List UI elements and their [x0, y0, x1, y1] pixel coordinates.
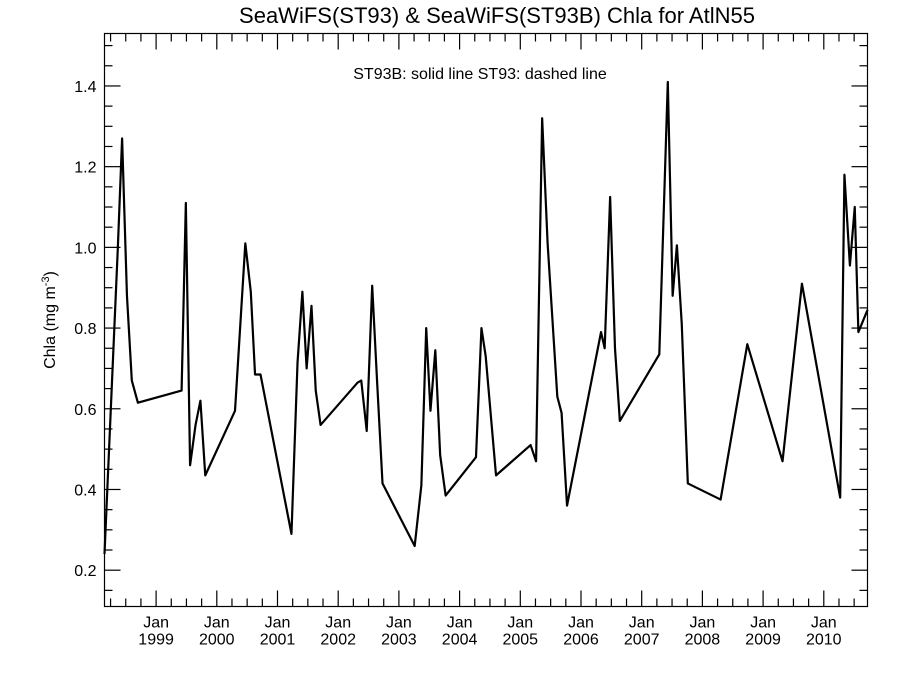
x-tick-label-month: Jan [325, 615, 351, 632]
y-tick-label: 0.8 [74, 321, 96, 338]
y-tick-label: 1.2 [74, 160, 96, 177]
x-tick-label-year: 2004 [442, 632, 478, 649]
y-axis-label-main: Chla (mg m [42, 286, 59, 369]
y-axis-label: Chla (mg m-3) [40, 271, 59, 369]
y-axis-label-close: ) [42, 271, 59, 276]
x-tick-label-year: 2005 [502, 632, 538, 649]
x-tick-label-month: Jan [447, 615, 473, 632]
x-tick-label-month: Jan [507, 615, 533, 632]
x-tick-label-month: Jan [568, 615, 594, 632]
y-tick-label: 1.0 [74, 240, 96, 257]
x-tick-label-month: Jan [386, 615, 412, 632]
x-tick-label-month: Jan [750, 615, 776, 632]
y-tick-label: 0.4 [74, 482, 96, 499]
y-axis-ticks: 0.2 0.4 0.6 0.8 1.0 1.2 1.4 [74, 45, 868, 591]
chart-title: SeaWiFS(ST93) & SeaWiFS(ST93B) Chla for … [239, 3, 755, 28]
x-tick-label-month: Jan [143, 615, 169, 632]
x-tick-label-year: 2010 [806, 632, 842, 649]
x-tick-label-month: Jan [629, 615, 655, 632]
x-tick-label-year: 2002 [320, 632, 356, 649]
x-tick-label-year: 2000 [199, 632, 235, 649]
x-tick-label-year: 1999 [138, 632, 174, 649]
line-style-annotation: ST93B: solid line ST93: dashed line [353, 66, 607, 83]
x-tick-label-year: 2006 [563, 632, 599, 649]
y-tick-label: 0.6 [74, 402, 96, 419]
x-tick-label-month: Jan [265, 615, 291, 632]
x-tick-label-year: 2008 [685, 632, 721, 649]
plot-frame [103, 32, 869, 608]
x-tick-label-year: 2007 [624, 632, 660, 649]
y-tick-label: 0.2 [74, 563, 96, 580]
x-tick-label-year: 2001 [260, 632, 296, 649]
series-line-solid [103, 80, 869, 555]
x-tick-label-year: 2003 [381, 632, 417, 649]
y-axis-label-superscript: -3 [40, 276, 52, 286]
x-tick-label-month: Jan [689, 615, 715, 632]
x-axis-ticks: Jan1999Jan2000Jan2001Jan2002Jan2003Jan20… [109, 33, 855, 649]
series-group [103, 80, 869, 555]
x-tick-label-year: 2009 [745, 632, 781, 649]
x-tick-label-month: Jan [204, 615, 230, 632]
x-tick-label-month: Jan [811, 615, 837, 632]
y-tick-label: 1.4 [74, 79, 96, 96]
